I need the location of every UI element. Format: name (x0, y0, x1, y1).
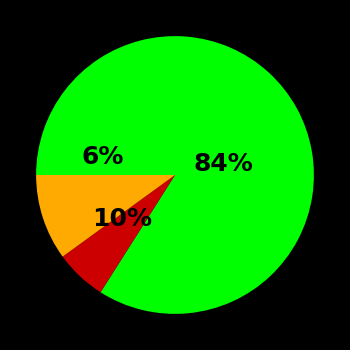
Wedge shape (36, 36, 314, 314)
Text: 84%: 84% (194, 152, 253, 176)
Text: 6%: 6% (82, 145, 124, 169)
Text: 10%: 10% (92, 208, 152, 231)
Wedge shape (63, 175, 175, 292)
Wedge shape (36, 175, 175, 257)
